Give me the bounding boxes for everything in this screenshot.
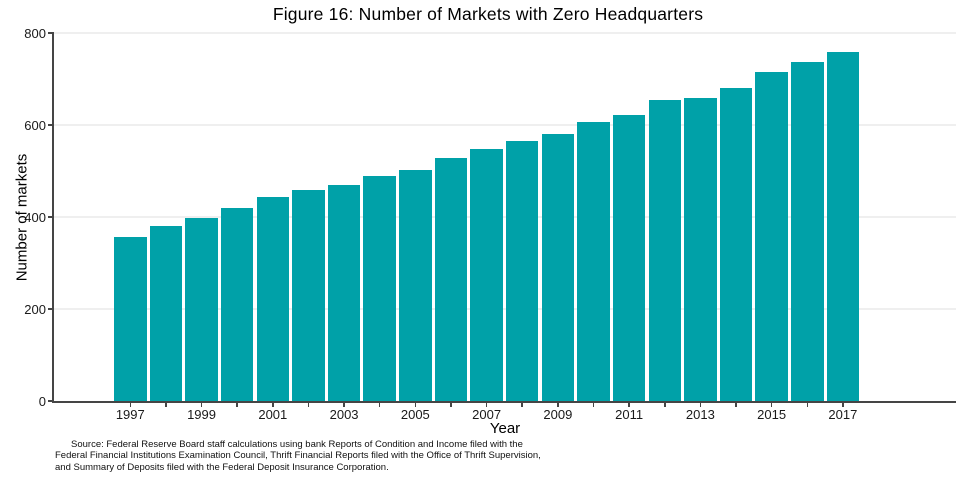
chart-title: Figure 16: Number of Markets with Zero H… xyxy=(272,4,704,24)
x-tick-label-2015: 2015 xyxy=(757,407,787,422)
bar-2008 xyxy=(505,141,539,401)
y-tick-label-400: 400 xyxy=(24,209,46,225)
x-tick-label-2005: 2005 xyxy=(400,407,430,422)
y-tick-label-200: 200 xyxy=(24,301,46,317)
bar-2009 xyxy=(541,133,575,401)
x-axis-tick-2000 xyxy=(236,403,238,407)
x-axis-tick-2005 xyxy=(414,403,417,407)
gridline-y-200 xyxy=(54,308,956,310)
bar-2000 xyxy=(220,208,254,401)
x-axis-tick-2015 xyxy=(770,403,773,407)
y-axis-line xyxy=(52,32,54,403)
plot-area: 0 200 400 600 800 1997 1999 2001 2003 2005 2007 200… xyxy=(24,27,956,422)
x-axis-tick-2006 xyxy=(450,403,452,407)
y-axis-tick xyxy=(48,400,52,402)
x-axis-tick-2004 xyxy=(378,403,381,407)
bar-2004 xyxy=(363,175,396,401)
y-axis-tick xyxy=(48,32,52,34)
x-axis-tick-2002 xyxy=(307,403,310,407)
bar-1998 xyxy=(149,225,183,401)
y-tick-label-600: 600 xyxy=(24,117,46,133)
bar-2007 xyxy=(470,148,503,401)
x-axis-tick-2017 xyxy=(842,403,844,407)
source-note: Source: Federal Reserve Board staff calc… xyxy=(55,439,655,473)
source-note-line: Federal Financial Institutions Examinati… xyxy=(55,450,541,462)
x-axis-tick-2011 xyxy=(628,403,630,407)
x-tick-label-2017: 2017 xyxy=(828,407,858,422)
x-tick-label-1997: 1997 xyxy=(115,407,145,422)
x-axis-tick-2008 xyxy=(521,403,523,407)
bar-2017 xyxy=(826,52,860,401)
bar-2015 xyxy=(755,71,788,401)
x-axis-line xyxy=(52,401,956,403)
x-tick-label-1999: 1999 xyxy=(187,407,216,422)
x-axis-tick-2009 xyxy=(557,403,559,407)
y-tick-label-800: 800 xyxy=(24,25,46,41)
x-axis-tick-2012 xyxy=(664,403,666,407)
bar-2011 xyxy=(612,114,646,401)
bar-2013 xyxy=(684,98,717,401)
x-axis-tick-2003 xyxy=(343,403,345,407)
source-note-line: Source: Federal Reserve Board staff calc… xyxy=(71,439,523,450)
x-axis-tick-1997 xyxy=(129,403,132,407)
bar-2003 xyxy=(327,184,361,401)
source-note-line: and Summary of Deposits filed with the F… xyxy=(55,461,389,473)
x-axis-tick-1999 xyxy=(200,403,203,407)
gridline-y-800 xyxy=(54,32,956,34)
x-axis-tick-2014 xyxy=(735,403,737,407)
y-axis-title: Number of markets xyxy=(13,153,31,282)
y-axis-tick xyxy=(48,308,52,310)
bar-2006 xyxy=(434,158,468,401)
gridline-y-400 xyxy=(54,216,956,218)
x-tick-label-2009: 2009 xyxy=(543,407,573,422)
x-axis-tick-2016 xyxy=(806,403,809,407)
x-axis-tick-2013 xyxy=(699,403,702,407)
x-tick-label-2001: 2001 xyxy=(258,407,288,422)
x-tick-label-2013: 2013 xyxy=(685,407,715,422)
x-tick-label-2007: 2007 xyxy=(472,407,502,422)
y-axis-tick xyxy=(48,124,52,126)
x-tick-label-2003: 2003 xyxy=(329,407,359,422)
bar-2016 xyxy=(791,61,824,401)
x-axis-tick-2010 xyxy=(592,403,595,407)
x-tick-label-2011: 2011 xyxy=(615,407,644,422)
bar-2014 xyxy=(719,87,753,401)
x-axis-title: Year xyxy=(489,420,521,437)
y-axis-tick xyxy=(48,216,52,218)
bar-1997 xyxy=(114,237,147,401)
gridline-y-600 xyxy=(54,124,956,126)
x-axis-tick-1998 xyxy=(165,403,167,407)
bar-2010 xyxy=(577,122,610,401)
x-axis-tick-2001 xyxy=(272,403,274,407)
bar-2002 xyxy=(292,190,325,401)
x-axis-tick-2007 xyxy=(485,403,488,407)
bar-2001 xyxy=(256,197,290,401)
bar-1999 xyxy=(185,217,218,401)
bar-2012 xyxy=(648,99,681,401)
y-tick-label-0: 0 xyxy=(38,393,46,409)
bar-2005 xyxy=(399,170,432,401)
